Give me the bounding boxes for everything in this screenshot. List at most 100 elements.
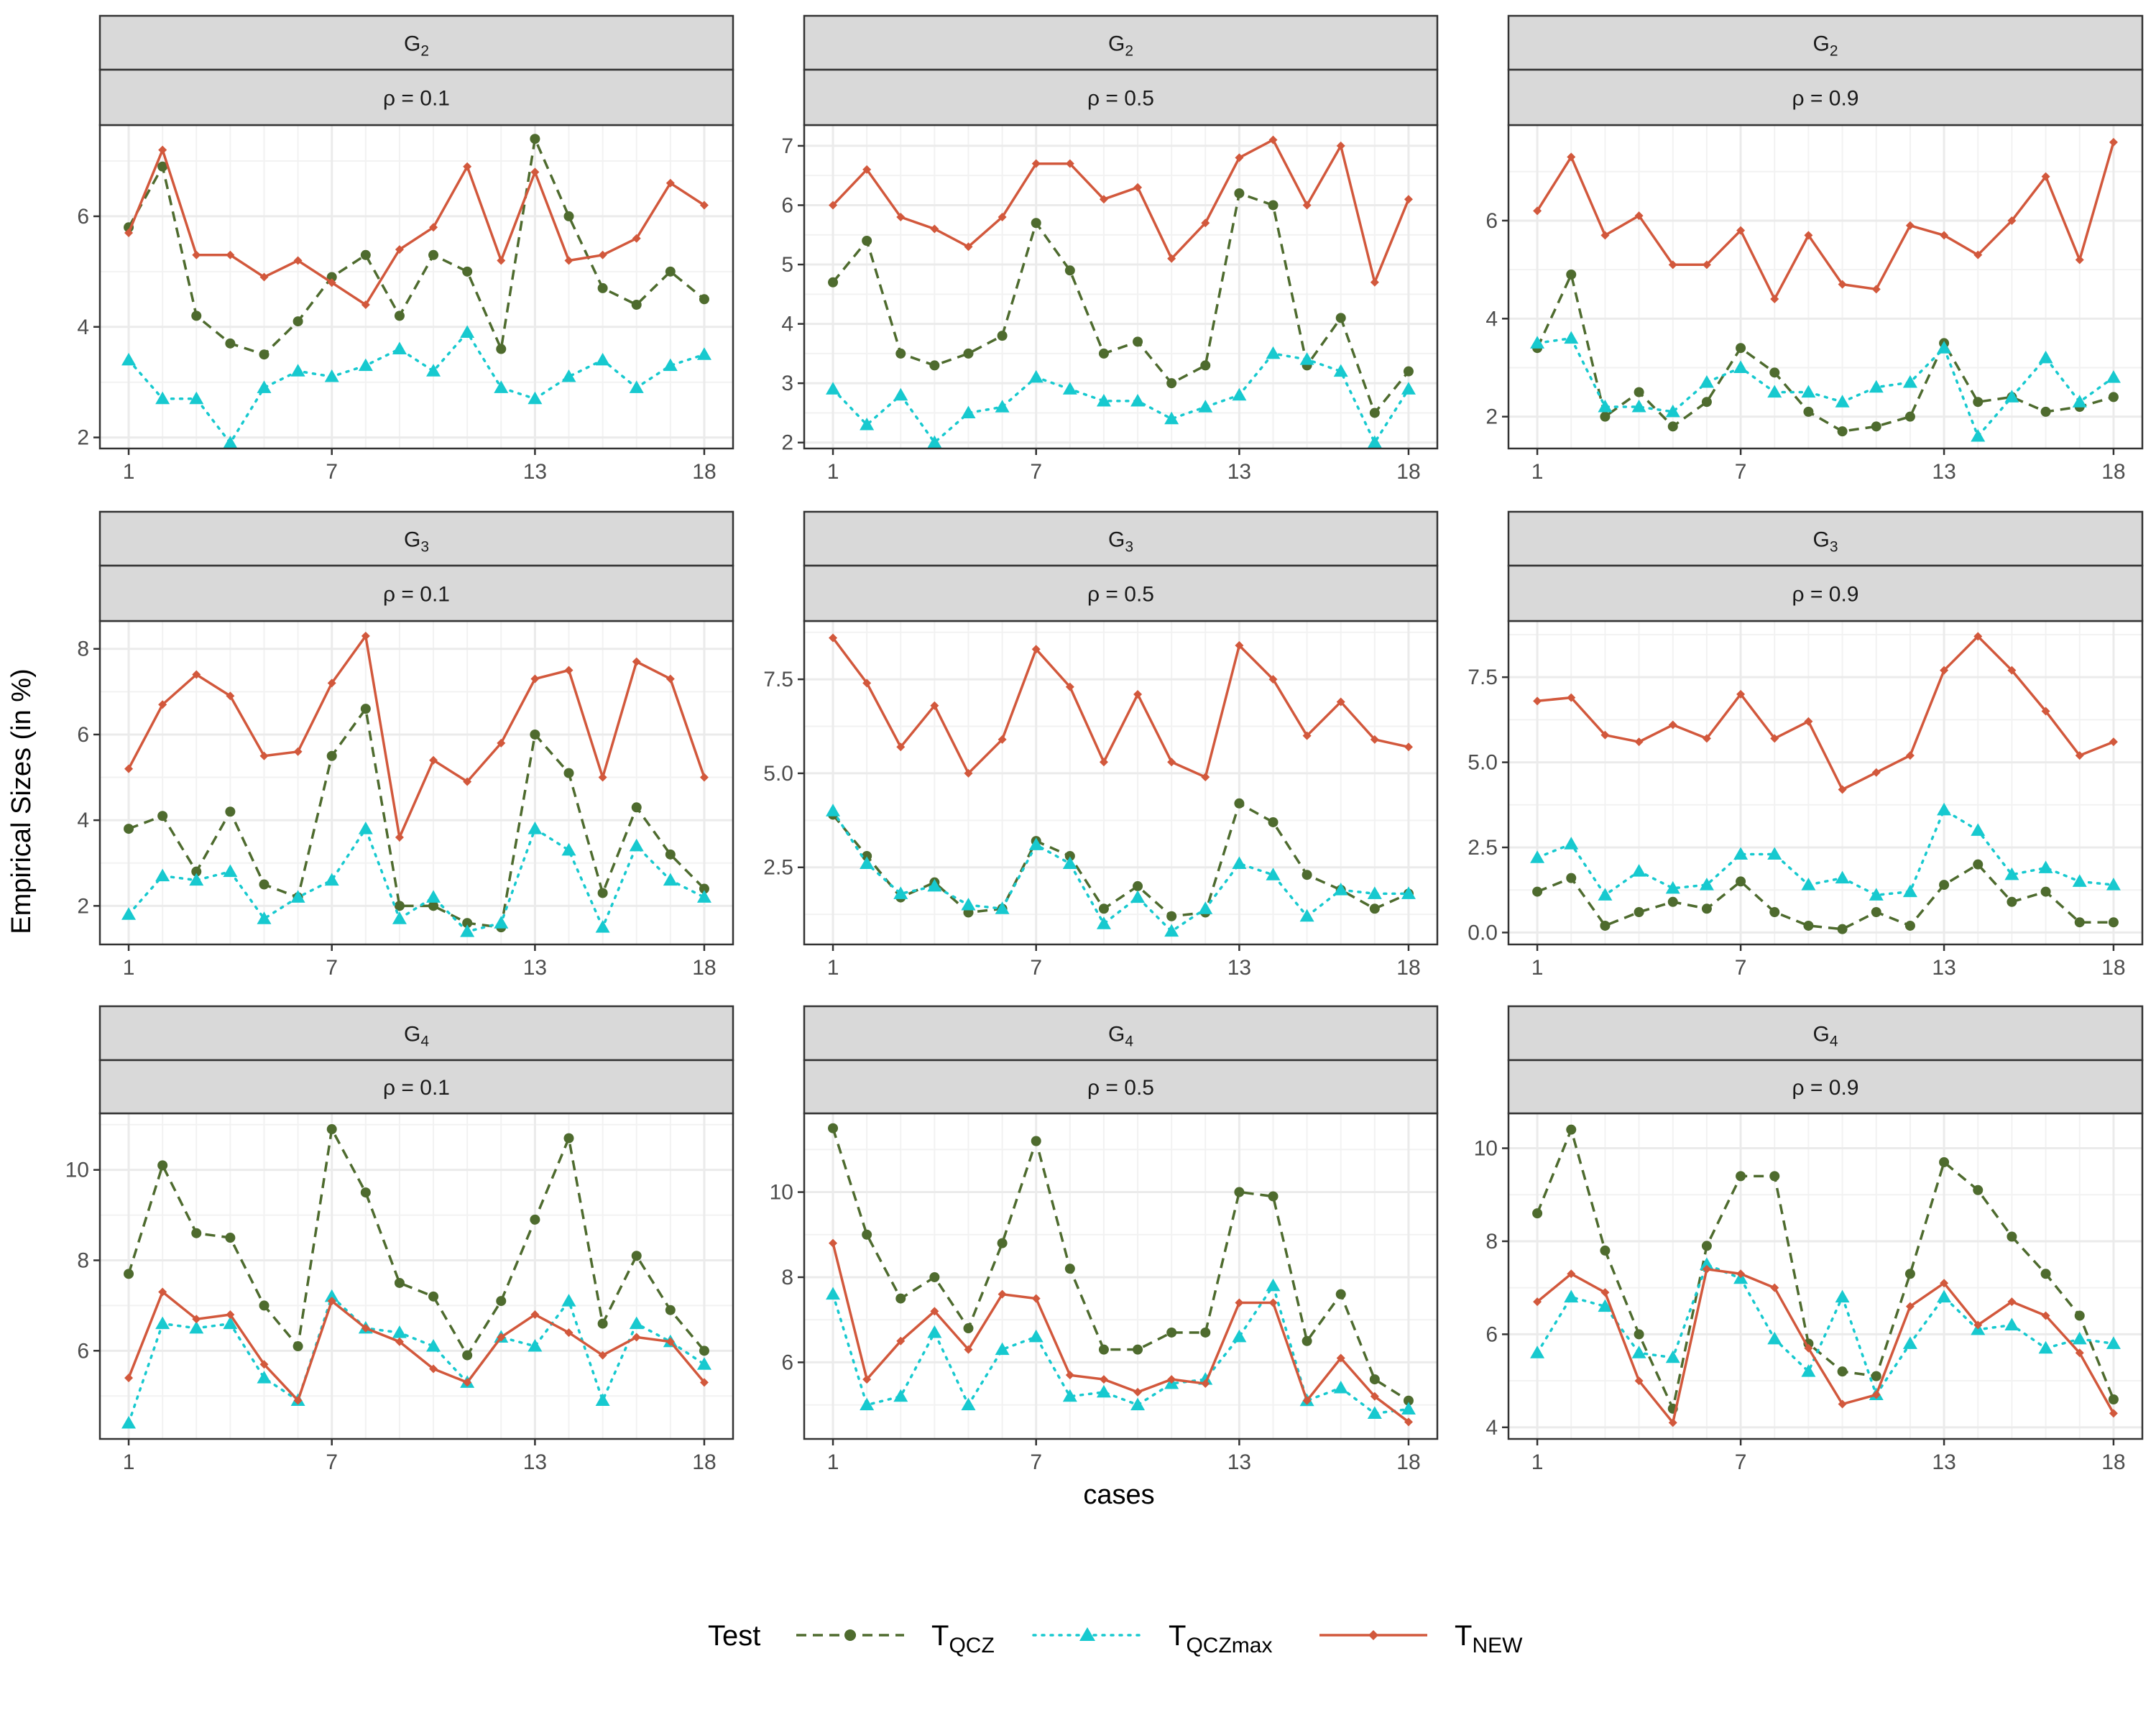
data-point-new [862,165,872,174]
x-tick-label: 1 [123,956,135,980]
data-point-qczmax [460,924,475,937]
data-point-qczmax [2072,395,2087,408]
y-tick-label: 6 [1485,1322,1498,1346]
data-point-qcz [1166,911,1177,921]
data-point-new [1804,717,1813,726]
data-point-qcz [1064,1264,1075,1274]
data-point-new [964,768,973,778]
data-point-qcz [1369,903,1380,914]
data-point-qczmax [1266,346,1281,359]
data-point-new [632,657,641,666]
panel-background [100,1113,733,1439]
data-point-qcz [1871,421,1881,432]
data-point-new [1336,141,1345,150]
data-point-qczmax [1971,823,1986,836]
data-point-new [2007,666,2017,675]
data-point-qczmax [290,890,305,903]
data-point-qczmax [1028,837,1044,850]
data-point-new [361,300,370,309]
data-point-new [829,1238,838,1248]
data-point-qcz [1803,406,1814,417]
data-point-qczmax [1631,400,1646,413]
x-tick-label: 1 [827,1450,839,1474]
y-tick-label: 5.0 [763,762,793,786]
data-point-qczmax [1401,886,1416,899]
data-point-qczmax [1699,374,1714,388]
data-point-qczmax [1333,883,1348,896]
data-point-new [1031,1294,1041,1303]
data-point-qcz [1939,880,1950,891]
data-point-qcz [259,349,270,360]
data-point-new [1770,1283,1779,1292]
data-point-new [327,1297,336,1306]
rho-strip-label: ρ = 0.1 [383,1076,450,1100]
y-tick-label: 6 [781,193,793,217]
series-line-qczmax [831,809,1410,933]
data-point-qczmax [860,1397,875,1411]
data-point-new [1702,1264,1711,1274]
data-point-new [632,234,641,243]
data-point-qcz [1302,1335,1312,1346]
data-point-qczmax [1733,360,1749,373]
data-point-new [930,1307,939,1316]
data-point-qcz [259,1300,270,1311]
data-point-qcz [699,1346,709,1356]
data-point-qcz [1234,798,1245,809]
data-point-qczmax [1299,352,1314,365]
data-point-qcz [1200,1327,1211,1338]
data-point-qczmax [426,364,441,377]
y-tick-label: 4 [1485,307,1498,331]
data-point-qcz [895,1293,906,1304]
data-point-qcz [929,360,940,371]
legend-label: TNEW [1455,1620,1523,1657]
data-point-new [598,773,607,782]
rho-strip-label: ρ = 0.5 [1087,1076,1154,1100]
data-point-qcz [1566,1124,1577,1135]
data-point-qczmax [595,1393,610,1407]
data-point-qczmax [1564,1289,1579,1303]
data-point-qczmax [826,1287,841,1300]
data-point-qcz [2074,1310,2085,1321]
data-point-qczmax [121,352,137,366]
data-point-qczmax [257,911,272,924]
data-point-new [699,1378,709,1387]
data-point-new [293,256,303,265]
data-point-qczmax [1062,856,1077,869]
data-point-new [124,764,134,773]
data-point-qcz [2108,392,2119,402]
data-point-new [1973,1320,1983,1330]
data-point-qcz [225,1233,236,1243]
data-point-qczmax [1767,847,1782,860]
data-point-qczmax [2106,1336,2121,1349]
rho-strip [1507,68,2144,126]
data-point-qczmax [561,369,576,382]
data-point-qczmax [324,369,339,382]
data-point-qczmax [1232,1329,1247,1343]
data-point-new [429,223,438,232]
data-point-new [1404,195,1413,204]
data-point-qczmax [121,1415,137,1429]
data-point-qcz [1973,859,1984,870]
data-point-new [1804,1343,1813,1353]
data-point-new [1065,159,1074,168]
data-point-qcz [1837,1366,1848,1377]
group-strip [803,1005,1439,1062]
data-point-qczmax [893,886,908,899]
data-point-qczmax [629,380,644,393]
data-point-new [1099,758,1108,767]
data-point-new [226,250,235,259]
data-point-qcz [124,1269,134,1279]
data-point-qcz [191,1228,202,1238]
data-point-new [395,832,404,842]
x-tick-label: 7 [1735,1450,1747,1474]
data-point-qcz [597,282,608,293]
x-tick-label: 13 [523,956,547,980]
series-line-qcz [1537,862,2114,931]
data-point-new [259,1360,269,1369]
data-point-new [665,674,675,684]
data-point-new [1567,152,1576,162]
